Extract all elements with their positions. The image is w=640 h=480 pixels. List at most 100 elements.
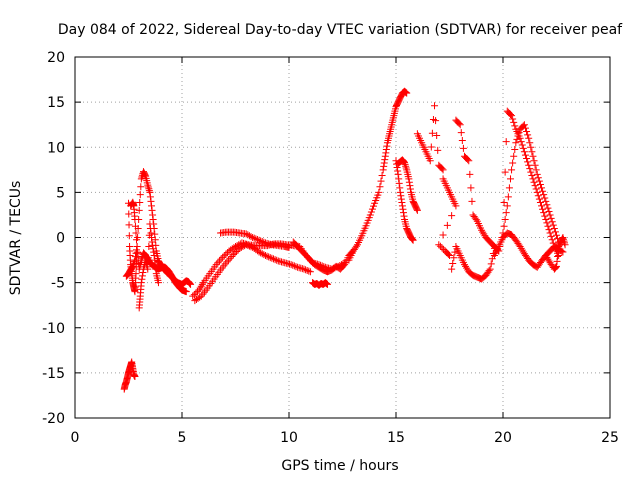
data-point (257, 237, 265, 245)
data-point (506, 111, 514, 119)
series-rise-13-15 (345, 87, 411, 264)
data-point (433, 132, 441, 140)
data-point (559, 234, 567, 241)
data-point (544, 204, 552, 212)
series-cluster-17 (435, 175, 460, 260)
data-point (509, 115, 517, 123)
data-point (135, 206, 143, 214)
data-point (133, 249, 141, 257)
data-point (146, 220, 154, 228)
data-point (394, 167, 402, 175)
data-point (535, 177, 543, 185)
data-point (133, 236, 141, 244)
data-point (380, 162, 388, 170)
data-point (505, 184, 513, 192)
data-point (539, 205, 547, 213)
x-tick-label: 5 (178, 430, 187, 446)
y-tick-label: 0 (56, 231, 65, 247)
data-point (527, 143, 535, 151)
data-point (247, 243, 255, 251)
data-point (526, 139, 534, 147)
data-point (510, 152, 518, 160)
data-point (504, 193, 512, 201)
data-point (432, 117, 440, 125)
data-point (502, 209, 510, 217)
data-point (531, 161, 539, 169)
data-point (525, 134, 533, 142)
data-point (526, 165, 534, 173)
data-point (244, 241, 252, 249)
data-point (132, 270, 140, 278)
data-point (436, 242, 444, 250)
data-point (399, 209, 407, 217)
series-peak-21 (495, 121, 563, 255)
data-point (149, 245, 157, 253)
data-point (397, 195, 405, 203)
data-point (501, 168, 509, 176)
data-point (561, 239, 569, 247)
data-point (145, 185, 153, 193)
data-point (520, 148, 528, 156)
data-point (523, 155, 531, 163)
data-point (396, 188, 404, 196)
data-point (413, 205, 421, 213)
data-point (541, 212, 549, 220)
y-tick-label: -5 (51, 276, 65, 292)
data-point (487, 260, 495, 268)
data-point (479, 228, 487, 236)
data-point (148, 238, 156, 246)
data-point (303, 266, 311, 274)
data-point (290, 262, 298, 270)
data-point (450, 254, 458, 262)
data-point (538, 202, 546, 210)
data-point (231, 249, 239, 257)
data-point (457, 129, 465, 137)
y-tick-label: -10 (42, 321, 65, 337)
data-point (561, 241, 569, 249)
data-point (260, 251, 268, 259)
data-point (265, 253, 273, 261)
data-point (214, 259, 222, 267)
data-point (536, 180, 544, 188)
x-axis-label: GPS time / hours (281, 458, 398, 474)
data-point (500, 222, 508, 230)
data-point (229, 251, 237, 259)
data-point (448, 212, 456, 220)
data-point (553, 262, 560, 270)
y-axis-label: SDTVAR / TECUs (8, 181, 24, 296)
data-point (534, 174, 542, 182)
data-point (439, 231, 447, 239)
data-point (242, 241, 250, 249)
data-point (508, 112, 516, 120)
data-point (540, 209, 548, 217)
series-track-c-early (135, 220, 162, 312)
data-point (151, 261, 159, 269)
data-point (464, 156, 472, 164)
data-point (147, 229, 155, 237)
data-point (546, 229, 554, 237)
data-point (462, 262, 470, 270)
data-point (529, 175, 537, 183)
data-point (195, 286, 203, 294)
data-point (530, 178, 538, 186)
series-peak-21-lower (499, 107, 563, 260)
data-point (196, 284, 204, 292)
data-point (189, 292, 197, 300)
data-point (480, 230, 488, 238)
data-point (486, 265, 494, 273)
series-cluster-18-upper (452, 116, 503, 255)
data-point (546, 211, 554, 219)
data-point (285, 243, 293, 251)
data-point (523, 127, 531, 135)
data-point (402, 162, 410, 170)
series-track-mid-top (217, 228, 293, 251)
data-point (444, 250, 452, 258)
series-cluster-18 (448, 243, 498, 283)
data-point (236, 244, 244, 252)
data-point (146, 193, 154, 201)
y-tick-label: 5 (56, 185, 65, 201)
data-point (540, 191, 548, 199)
data-point (549, 221, 557, 229)
y-tick-label: 20 (47, 50, 65, 66)
